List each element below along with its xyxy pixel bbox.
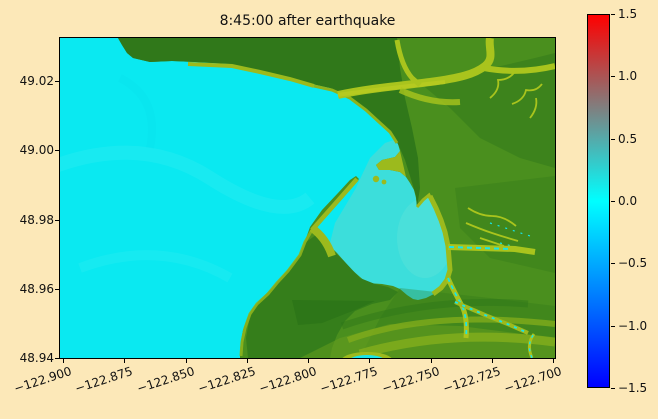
tick-mark [55,219,59,221]
tick-mark [611,263,615,265]
tick-mark [124,359,126,363]
tick-mark [611,388,615,389]
colorbar-tick-label: 1.5 [618,7,638,21]
map-canvas [60,38,555,358]
sand-spits [309,151,406,258]
land-mainland [118,38,555,358]
tick-mark [611,201,615,202]
y-tick-label: 49.02 [19,74,54,88]
tick-mark [611,14,615,15]
colorbar-tick-label: −0.5 [618,256,648,271]
colorbar-tick-label: 1.0 [618,69,638,84]
y-tick-label: 48.96 [19,281,54,296]
water-wave-streaks [60,74,315,283]
colorbar-tick-label: 0.5 [618,131,638,146]
plot-title: 8:45:00 after earthquake [219,13,396,29]
upland-top-strip [118,38,420,207]
tick-mark [430,359,432,363]
lagoon [342,352,392,358]
colorbar-tick-label: −1.0 [618,318,648,333]
tick-mark [491,359,493,363]
tick-mark [553,359,554,363]
tick-mark [611,138,615,140]
tick-mark [308,359,309,363]
tick-mark [611,325,615,327]
tick-mark [246,359,248,363]
point-roberts-upland [246,235,398,358]
y-tick-label: 48.94 [19,351,54,365]
colorbar-tick-label: −1.5 [618,381,648,395]
point-roberts-south-flank [292,300,375,325]
tidal-channels [445,244,536,358]
tick-mark [55,81,59,82]
colorbar [587,14,610,388]
river-valleys [337,38,555,106]
tick-mark [611,76,615,78]
tick-mark [55,150,59,152]
shoreline-beaches [187,62,453,357]
colorbar-tick-label: 0.0 [618,194,638,208]
tick-mark [369,359,371,363]
tick-mark [55,358,59,359]
tick-mark [185,359,187,363]
tick-mark [63,359,64,363]
dendritic-streams [465,69,543,247]
y-tick-label: 48.98 [19,212,54,227]
map-plot-area [59,37,556,359]
y-tick-label: 49.00 [19,143,54,158]
tick-mark [55,288,59,290]
